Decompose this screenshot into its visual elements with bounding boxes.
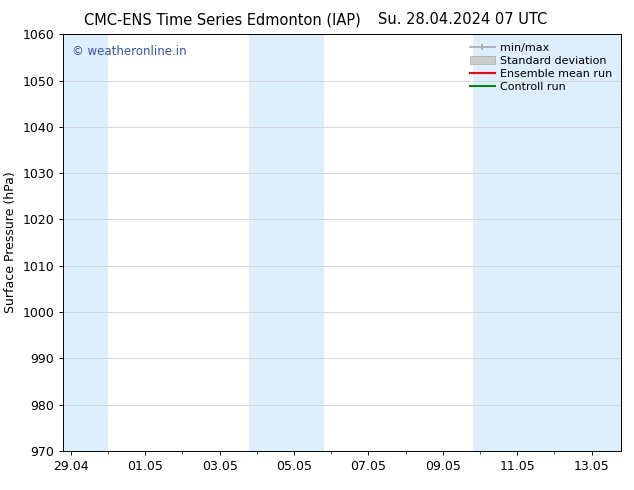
Text: CMC-ENS Time Series Edmonton (IAP): CMC-ENS Time Series Edmonton (IAP) — [84, 12, 360, 27]
Text: © weatheronline.in: © weatheronline.in — [72, 45, 186, 58]
Bar — [63, 34, 108, 451]
Bar — [472, 34, 621, 451]
Y-axis label: Surface Pressure (hPa): Surface Pressure (hPa) — [4, 172, 17, 314]
Bar — [249, 34, 324, 451]
Legend: min/max, Standard deviation, Ensemble mean run, Controll run: min/max, Standard deviation, Ensemble me… — [467, 40, 616, 95]
Text: Su. 28.04.2024 07 UTC: Su. 28.04.2024 07 UTC — [378, 12, 547, 27]
